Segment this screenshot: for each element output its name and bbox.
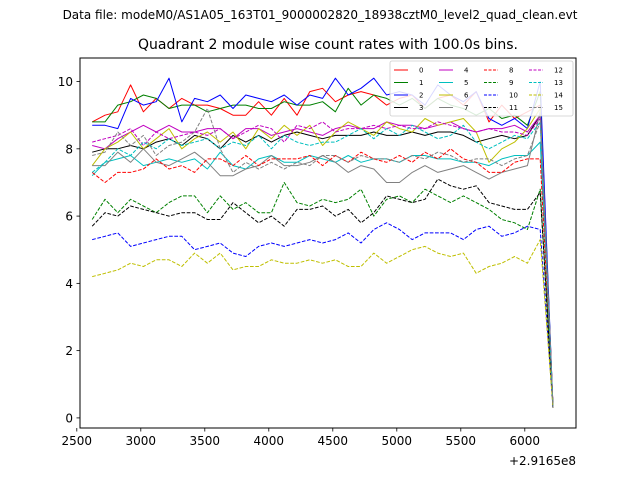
- legend-label-7: 7: [464, 104, 468, 112]
- legend-label-6: 6: [464, 92, 469, 100]
- y-tick-label: 8: [65, 142, 73, 156]
- x-offset-text: +2.9165e8: [509, 454, 576, 468]
- x-tick-label: 5000: [382, 434, 413, 448]
- x-tick-label: 4500: [318, 434, 349, 448]
- series-line-11: [91, 178, 554, 408]
- legend-label-3: 3: [419, 104, 423, 112]
- x-tick-label: 5500: [446, 434, 477, 448]
- legend-label-12: 12: [554, 67, 563, 75]
- series-line-14: [92, 239, 554, 408]
- series-line-7: [92, 111, 554, 408]
- legend-label-13: 13: [554, 79, 563, 87]
- series-line-0: [91, 84, 554, 407]
- legend-label-1: 1: [419, 79, 423, 87]
- x-tick-label: 2500: [62, 434, 93, 448]
- legend-label-11: 11: [509, 104, 518, 112]
- legend-box: [389, 60, 574, 117]
- y-tick-label: 0: [65, 411, 73, 425]
- series-line-12: [92, 118, 554, 408]
- x-tick-label: 3500: [190, 434, 221, 448]
- legend-label-14: 14: [554, 92, 563, 100]
- series-line-5: [91, 141, 554, 408]
- legend-label-0: 0: [419, 67, 423, 75]
- x-axis-ticks: 2500 3000 3500 4000 4500 5000 5500 6000: [62, 428, 541, 448]
- x-tick-label: 6000: [510, 434, 541, 448]
- legend-label-15: 15: [554, 104, 563, 112]
- legend-label-2: 2: [419, 92, 423, 100]
- series-line-9: [91, 182, 554, 408]
- plot-frame: [79, 57, 577, 429]
- y-tick-label: 4: [65, 277, 73, 291]
- y-tick-label: 10: [58, 75, 73, 89]
- chart-title: Quadrant 2 module wise count rates with …: [138, 37, 518, 53]
- y-axis-ticks: 0 2 4 6 8 10: [58, 75, 80, 425]
- x-tick-label: 3000: [126, 434, 157, 448]
- series-line-13: [91, 121, 554, 408]
- data-file-suptitle: Data file: modeM0/AS1A05_163T01_90000028…: [63, 8, 578, 22]
- y-tick-label: 2: [65, 344, 73, 358]
- series-line-6: [91, 108, 554, 408]
- legend-label-5: 5: [464, 79, 468, 87]
- series-line-1: [92, 87, 554, 408]
- legend-label-9: 9: [509, 79, 513, 87]
- series-line-15: [92, 108, 554, 408]
- y-tick-label: 6: [65, 210, 73, 224]
- legend-label-10: 10: [509, 92, 518, 100]
- legend-label-8: 8: [509, 67, 513, 75]
- x-tick-label: 4000: [254, 434, 285, 448]
- series-line-8: [91, 148, 554, 408]
- series-line-10: [92, 222, 554, 408]
- series-lines: [91, 77, 554, 408]
- legend-label-4: 4: [464, 67, 469, 75]
